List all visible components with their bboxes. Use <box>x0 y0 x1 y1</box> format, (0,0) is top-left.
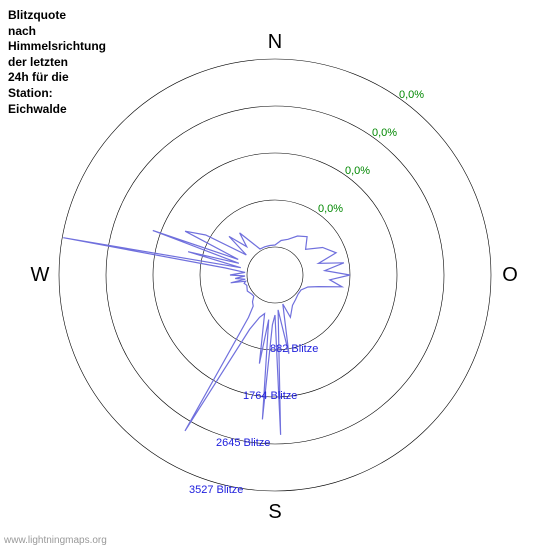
green-ring-label: 0,0% <box>399 89 424 101</box>
green-ring-label: 0,0% <box>372 127 397 139</box>
polar-chart: N O S W 0,0% 0,0% 0,0% 0,0% 882 Blitze 1764 Blit… <box>0 0 550 550</box>
blue-ring-label: 882 Blitze <box>270 343 318 355</box>
green-ring-label: 0,0% <box>318 203 343 215</box>
polar-ring <box>247 247 303 303</box>
cardinal-e: O <box>502 264 518 286</box>
blue-ring-label: 2645 Blitze <box>216 437 270 449</box>
polar-ring <box>59 59 491 491</box>
blue-ring-label: 1764 Blitze <box>243 390 297 402</box>
cardinal-w: W <box>31 264 50 286</box>
cardinal-s: S <box>268 501 281 523</box>
cardinal-n: N <box>268 31 282 53</box>
green-ring-label: 0,0% <box>345 165 370 177</box>
blue-ring-label: 3527 Blitze <box>189 484 243 496</box>
polar-ring <box>153 153 397 397</box>
